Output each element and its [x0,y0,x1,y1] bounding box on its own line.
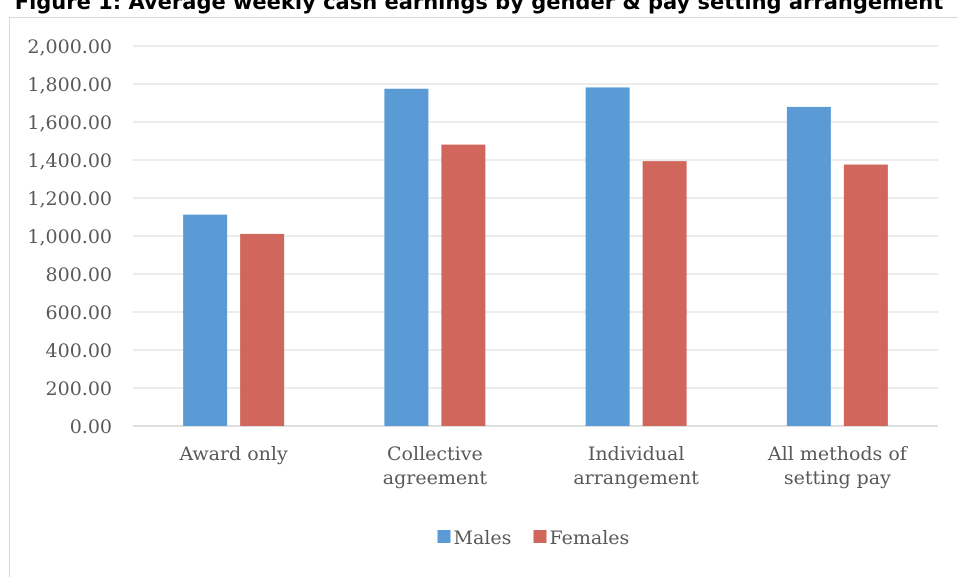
bar-females-4 [843,164,888,426]
y-tick-label: 0.00 [70,416,112,438]
category-label: Collective agreement [383,443,488,489]
y-tick-label: 1,000.00 [27,226,112,248]
bar-males-3 [585,87,630,427]
y-tick-label: 1,400.00 [27,150,112,172]
legend: Males Females [437,527,630,549]
bar-males-1 [183,214,228,426]
y-tick-label: 1,800.00 [27,74,112,96]
x-axis-categories: Award only Collective agreement Individual a… [179,443,909,489]
bar-chart: 0.00 200.00 400.00 600.00 800.00 1,000.00 1,20… [27,36,938,549]
y-tick-label: 1,600.00 [27,112,112,134]
bar-males-2 [384,88,429,426]
y-tick-label: 600.00 [46,302,112,324]
y-tick-label: 200.00 [46,378,112,400]
y-tick-label: 400.00 [46,340,112,362]
category-label: Individual arrangement [573,443,699,489]
legend-swatch-males [437,530,451,543]
y-tick-label: 800.00 [46,264,112,286]
category-label: All methods of setting pay [767,443,909,489]
chart-title: Figure 1: Average weekly cash earnings b… [14,0,944,14]
y-axis-ticks: 0.00 200.00 400.00 600.00 800.00 1,000.00 1,20… [27,36,112,438]
bars [183,87,888,427]
legend-swatch-females [533,530,547,543]
y-tick-label: 2,000.00 [27,36,112,58]
chart-area: 0.00 200.00 400.00 600.00 800.00 1,000.00 1,20… [9,17,958,577]
bar-males-4 [786,106,831,427]
bar-females-1 [240,233,285,426]
y-tick-label: 1,200.00 [27,188,112,210]
bar-females-2 [441,144,486,427]
bar-females-3 [642,161,687,426]
legend-label-females: Females [550,527,630,549]
legend-label-males: Males [454,527,512,549]
category-label: Award only [179,443,288,465]
